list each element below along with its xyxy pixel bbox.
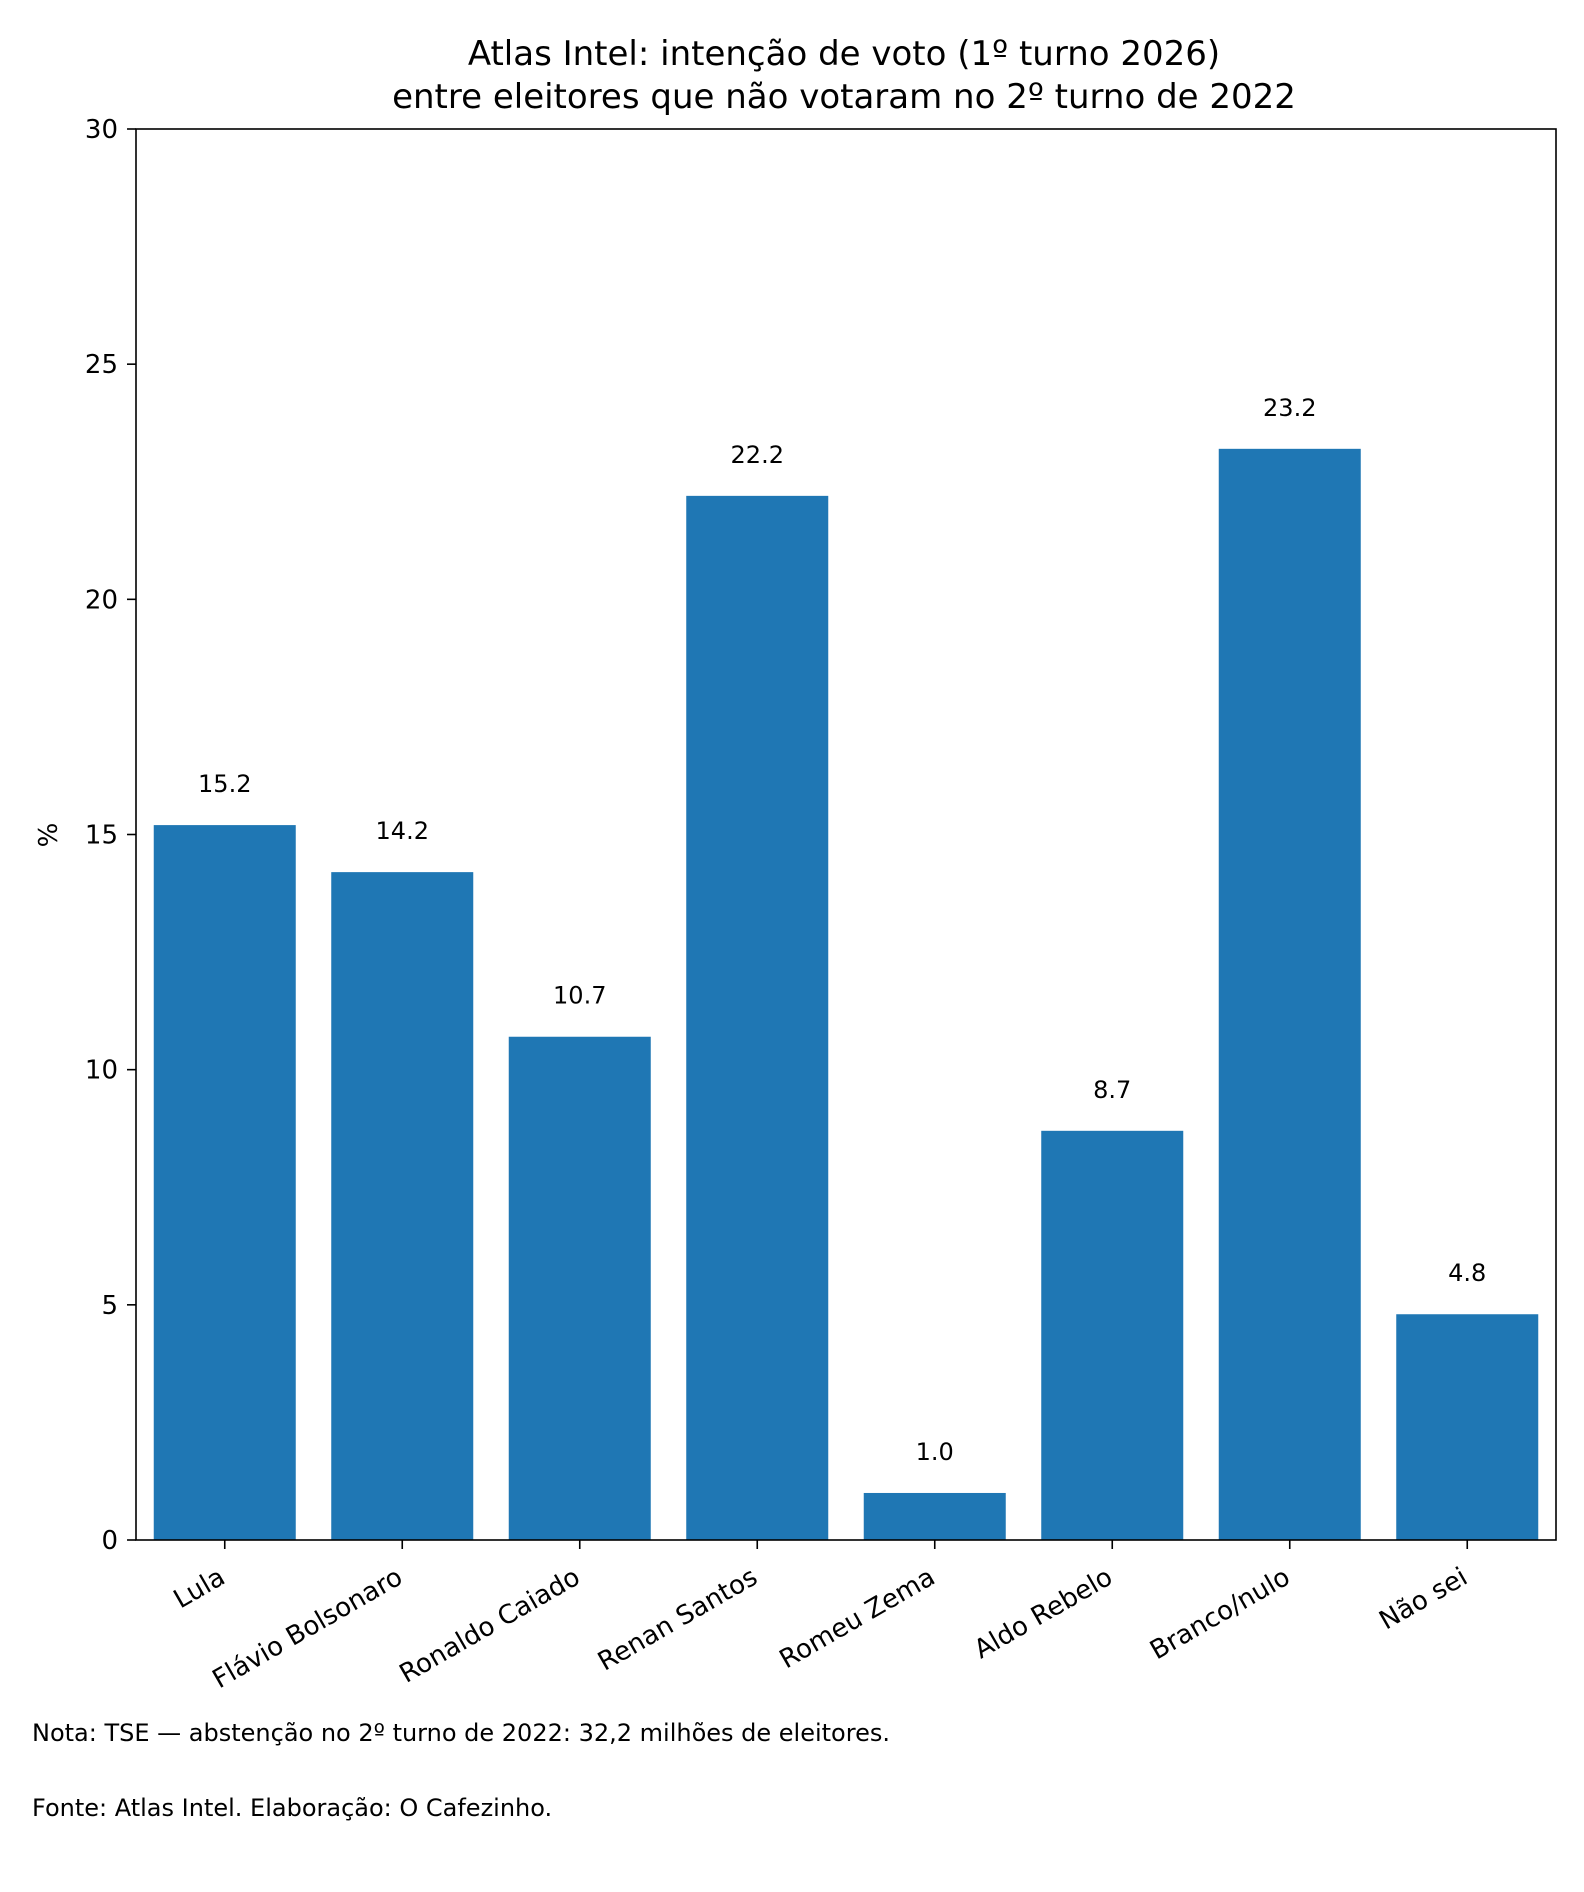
value-label-3: 22.2 bbox=[731, 441, 784, 469]
y-tick-label-5: 25 bbox=[85, 350, 118, 380]
bar-6 bbox=[1218, 448, 1361, 1540]
y-axis: 0 5 10 15 20 25 30 bbox=[85, 115, 136, 1556]
value-label-5: 8.7 bbox=[1093, 1076, 1131, 1104]
y-axis-label: % bbox=[34, 823, 64, 848]
y-tick-label-2: 10 bbox=[85, 1056, 118, 1086]
value-label-2: 10.7 bbox=[553, 982, 606, 1010]
bar-3 bbox=[686, 495, 829, 1540]
value-label-1: 14.2 bbox=[376, 817, 429, 845]
x-tick-label-5: Aldo Rebelo bbox=[969, 1562, 1118, 1665]
y-tick-label-0: 0 bbox=[101, 1526, 118, 1556]
x-tick-label-4: Romeu Zema bbox=[775, 1562, 941, 1675]
x-tick-label-6: Branco/nulo bbox=[1145, 1562, 1295, 1666]
y-tick-label-6: 30 bbox=[85, 115, 118, 145]
y-tick-label-1: 5 bbox=[101, 1291, 118, 1321]
bar-1 bbox=[331, 872, 474, 1540]
bar-2 bbox=[508, 1036, 651, 1540]
value-label-4: 1.0 bbox=[916, 1438, 954, 1466]
y-tick-label-4: 20 bbox=[85, 585, 118, 615]
value-label-6: 23.2 bbox=[1263, 394, 1316, 422]
value-label-7: 4.8 bbox=[1448, 1259, 1486, 1287]
value-label-0: 15.2 bbox=[198, 770, 251, 798]
x-tick-label-7: Não sei bbox=[1374, 1562, 1472, 1636]
x-tick-label-3: Renan Santos bbox=[593, 1562, 763, 1677]
chart-source: Fonte: Atlas Intel. Elaboração: O Cafezi… bbox=[32, 1794, 553, 1822]
plot-frame bbox=[135, 128, 1557, 1541]
bars-group bbox=[153, 448, 1539, 1540]
bar-4 bbox=[863, 1492, 1006, 1540]
x-tick-label-2: Ronaldo Caiado bbox=[395, 1562, 586, 1689]
x-tick-label-0: Lula bbox=[169, 1562, 230, 1615]
bar-5 bbox=[1041, 1130, 1184, 1540]
x-tick-label-1: Flávio Bolsonaro bbox=[208, 1562, 408, 1695]
chart-note: Nota: TSE — abstenção no 2º turno de 202… bbox=[32, 1719, 890, 1747]
value-labels-group: 15.2 14.2 10.7 22.2 1.0 8.7 23.2 4.8 bbox=[198, 394, 1486, 1466]
chart-title-line-2: entre eleitores que não votaram no 2º tu… bbox=[392, 77, 1296, 117]
y-tick-label-3: 15 bbox=[85, 821, 118, 851]
bar-7 bbox=[1396, 1314, 1539, 1540]
bar-0 bbox=[153, 825, 296, 1540]
chart-title-line-1: Atlas Intel: intenção de voto (1º turno … bbox=[468, 34, 1220, 74]
